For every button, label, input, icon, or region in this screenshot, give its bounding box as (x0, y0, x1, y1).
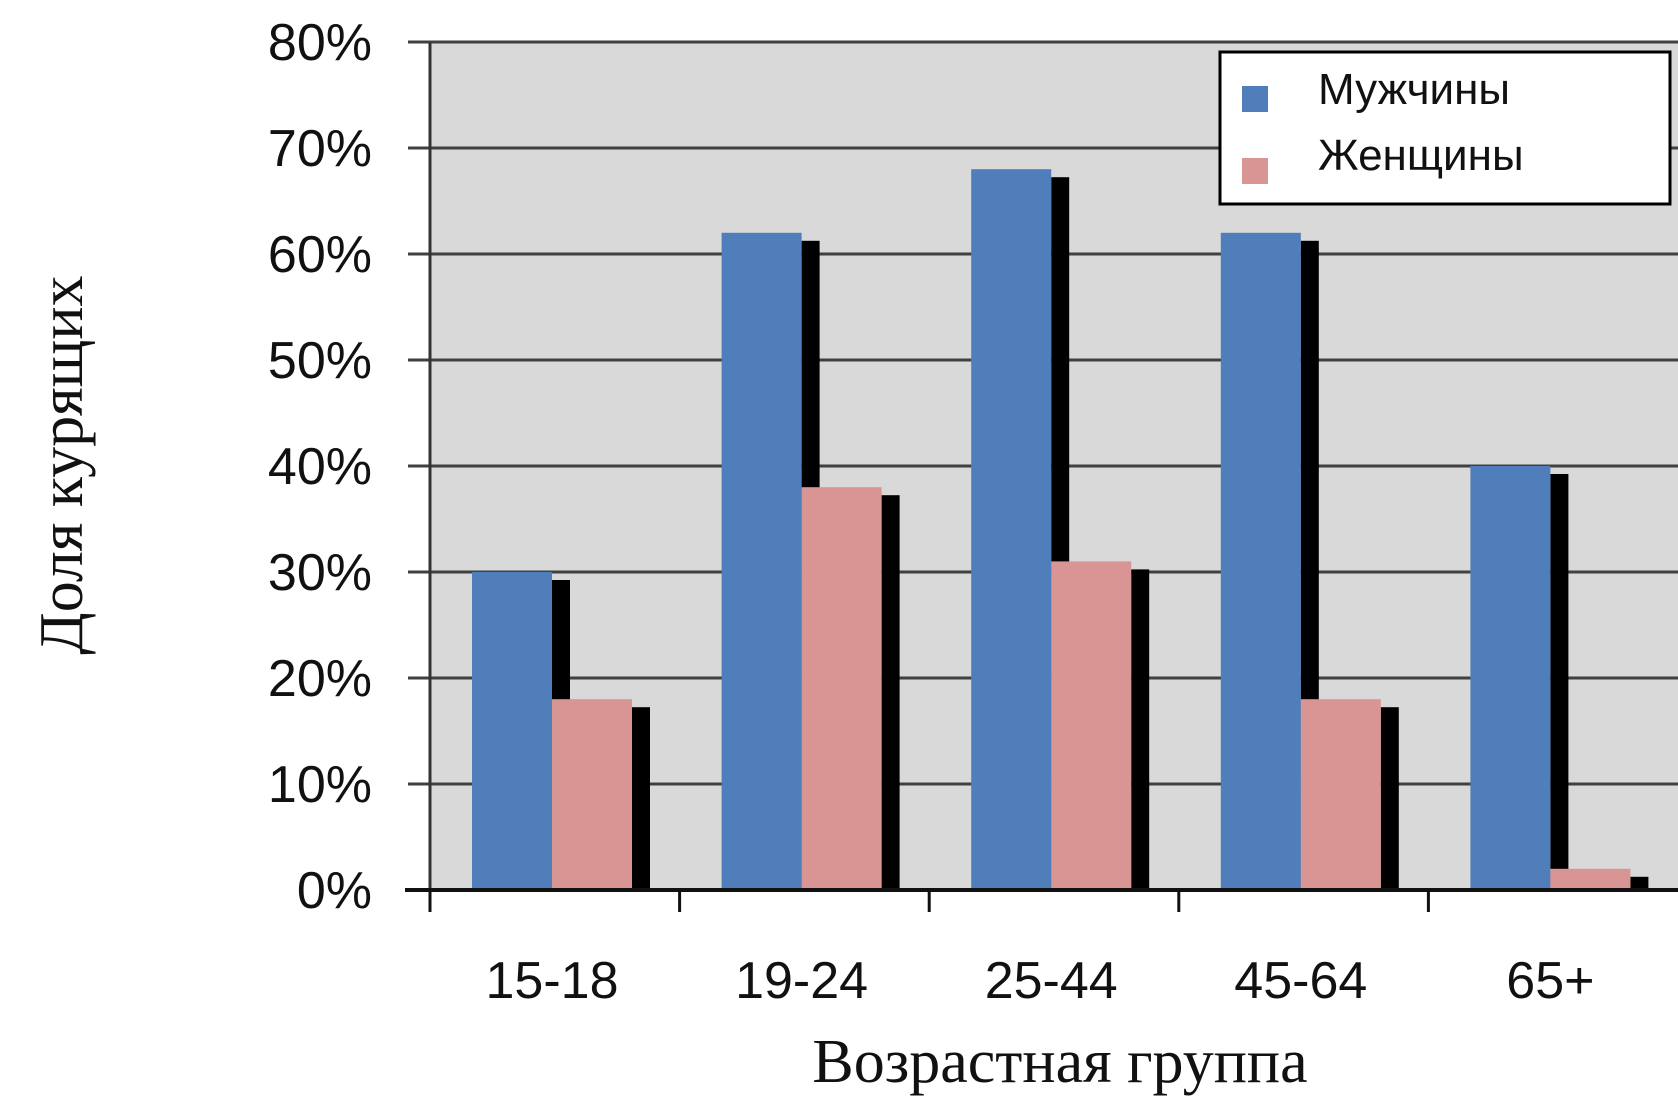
bar-men-25-44 (971, 169, 1052, 890)
bar-shadow (1380, 707, 1399, 890)
bar-women-19-24 (801, 487, 882, 890)
bar-shadow (881, 495, 900, 890)
y-tick-label: 10% (268, 756, 372, 814)
y-tick-label: 40% (268, 438, 372, 496)
bar-shadow (1630, 876, 1649, 890)
bar-women-65+ (1550, 868, 1631, 890)
bar-men-65+ (1470, 466, 1551, 890)
bar-women-45-64 (1300, 699, 1381, 890)
bar-men-45-64 (1220, 232, 1301, 891)
x-tick-label: 45-64 (1234, 952, 1367, 1010)
legend-label-men: Мужчины (1318, 65, 1510, 114)
bar-shadow (632, 707, 650, 890)
y-tick-label: 80% (268, 14, 372, 72)
x-tick-label: 25-44 (985, 952, 1118, 1010)
bar-men-19-24 (721, 232, 802, 891)
bar-women-15-18 (552, 699, 632, 890)
x-tick-label: 19-24 (735, 952, 868, 1010)
bars (472, 169, 1649, 891)
x-tick-label: 15-18 (486, 952, 619, 1010)
x-tick-label: 65+ (1506, 952, 1594, 1010)
bar-men-15-18 (472, 572, 552, 890)
bar-women-25-44 (1051, 561, 1132, 890)
bar-shadow (1131, 569, 1150, 890)
y-tick-label: 30% (268, 544, 372, 602)
y-axis-title: Доля курящих (28, 275, 96, 654)
legend-swatch-women (1242, 158, 1268, 184)
y-tick-label: 20% (268, 650, 372, 708)
legend-label-women: Женщины (1318, 131, 1524, 180)
legend-box (1218, 50, 1672, 206)
y-tick-label: 70% (268, 120, 372, 178)
legend: Мужчины Женщины (1218, 50, 1672, 206)
y-tick-label: 0% (297, 862, 372, 920)
bar-shadow (1550, 474, 1569, 890)
x-tick-labels: 15-18 19-24 25-44 45-64 65+ (428, 890, 1595, 1010)
x-axis-title: Возрастная группа (812, 1028, 1307, 1096)
y-tick-label: 60% (268, 226, 372, 284)
y-tick-labels: 0% 10% 20% 30% 40% 50% 60% 70% 80% (268, 14, 372, 920)
legend-swatch-men (1242, 86, 1268, 112)
y-tick-label: 50% (268, 332, 372, 390)
